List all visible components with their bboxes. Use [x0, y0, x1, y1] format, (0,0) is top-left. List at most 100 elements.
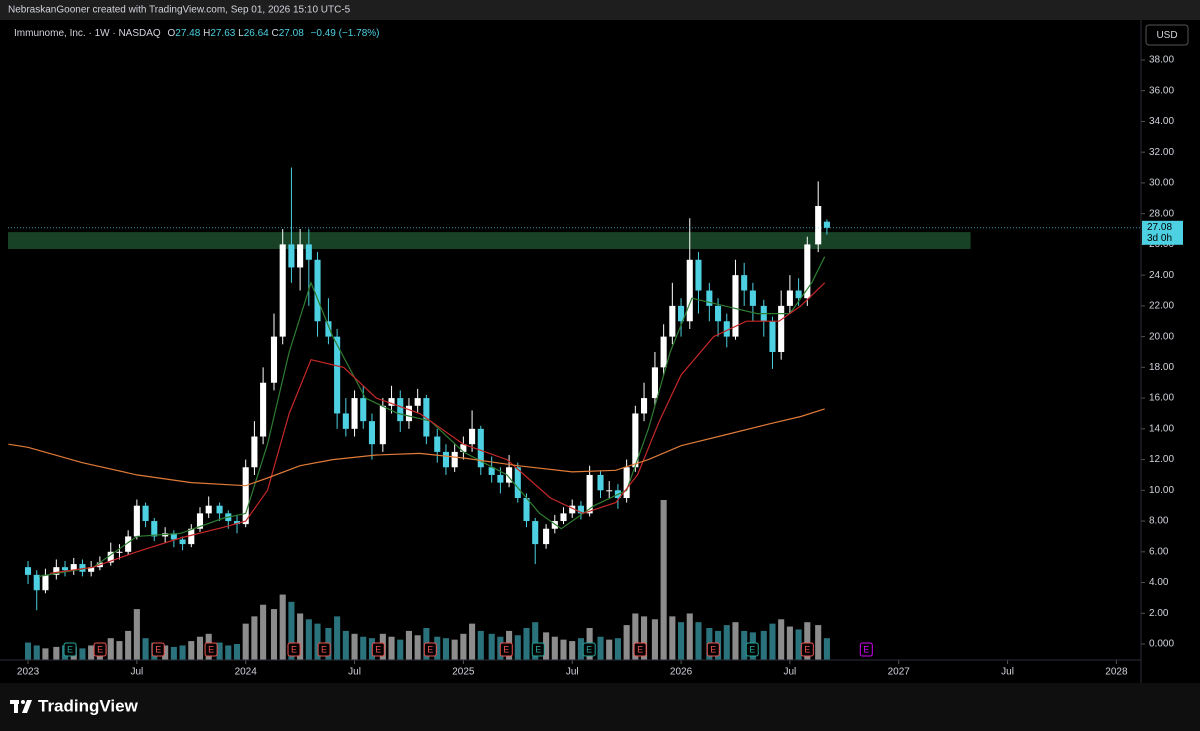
candle-body: [405, 405, 413, 422]
candle-body: [786, 290, 793, 306]
volume-bar: [216, 642, 223, 660]
candle-body: [233, 521, 241, 525]
volume-bar: [686, 613, 693, 660]
volume-bar: [53, 646, 60, 660]
volume-bar: [405, 630, 413, 660]
logo-shape: [21, 700, 25, 704]
volume-bar: [196, 636, 204, 660]
volume-bar: [107, 638, 114, 660]
candle-body: [669, 305, 676, 337]
volume-bar: [795, 629, 802, 660]
volume-bar: [786, 626, 793, 660]
candle-body: [460, 444, 467, 452]
legend-label: O: [167, 28, 175, 39]
earnings-label: E: [427, 644, 433, 654]
candle-body: [795, 290, 802, 299]
earnings-label: E: [863, 644, 869, 654]
x-tick-label: Jul: [348, 667, 361, 678]
volume-bar: [560, 639, 567, 660]
earnings-marker: [531, 642, 545, 657]
candle-body: [804, 244, 811, 299]
volume-bar: [88, 645, 95, 660]
earnings-marker: [582, 642, 596, 657]
x-tick-label: Jul: [130, 667, 143, 678]
support-zone: [8, 232, 971, 250]
volume-bar: [469, 623, 476, 660]
volume-bar: [695, 622, 702, 660]
volume-bar: [477, 630, 484, 660]
candle-body: [314, 259, 321, 322]
volume-bar: [543, 632, 550, 660]
volume-bar: [233, 644, 241, 660]
candle-body: [715, 305, 722, 322]
y-tick-label: 10.00: [1149, 485, 1174, 496]
y-tick-label: 16.00: [1149, 393, 1174, 404]
volume-bar: [623, 625, 630, 660]
y-tick-label: 8.00: [1149, 516, 1169, 527]
y-tick-label: 18.00: [1149, 362, 1174, 373]
legend-label: C: [272, 28, 279, 39]
earnings-marker: [317, 642, 331, 657]
volume-bar: [225, 645, 232, 660]
y-tick-label: 20.00: [1149, 331, 1174, 342]
legend-symbol: Immunome, Inc. · 1W · NASDAQ: [14, 28, 161, 39]
legend-label: L: [238, 28, 244, 39]
currency-button[interactable]: [1145, 24, 1189, 46]
y-tick-label: 22.00: [1149, 301, 1174, 312]
legend-value: 27.08: [279, 28, 304, 39]
volume-bar: [288, 601, 295, 660]
candle-body: [170, 533, 177, 540]
candle-body: [660, 336, 667, 368]
volume-bar: [523, 628, 530, 660]
volume-bar: [760, 630, 767, 660]
candle-body: [741, 275, 748, 291]
legend-value: 27.48: [175, 28, 200, 39]
volume-bar: [442, 638, 450, 660]
volume-bar: [251, 616, 258, 660]
footer-brand: TradingView: [38, 696, 139, 715]
volume-bar: [823, 638, 830, 660]
candle-body: [414, 398, 421, 406]
candle-body: [205, 505, 212, 514]
earnings-marker: [151, 642, 165, 657]
volume-bar: [24, 642, 32, 660]
x-tick-label: 2026: [670, 667, 693, 678]
candle-body: [769, 321, 776, 352]
candle-body: [397, 398, 404, 422]
earnings-label: E: [804, 644, 810, 654]
earnings-label: E: [97, 644, 103, 654]
candle-body: [151, 521, 158, 537]
candle-body: [188, 528, 195, 545]
candle-body: [251, 436, 258, 468]
candle-body: [79, 564, 86, 572]
legend-value: 26.64: [244, 28, 269, 39]
volume-bar: [597, 636, 604, 660]
candle-body: [686, 259, 693, 322]
candle-body: [423, 398, 430, 437]
moving-average: [38, 256, 826, 577]
earnings-label: E: [710, 644, 716, 654]
y-tick-label: 30.00: [1149, 178, 1174, 189]
legend-change: −0.49 (−1.78%): [311, 28, 380, 39]
candle-body: [623, 467, 630, 499]
x-tick-label: 2023: [17, 667, 40, 678]
candle-body: [61, 567, 69, 571]
volume-bar: [33, 645, 40, 660]
y-tick-label: 2.00: [1149, 608, 1169, 619]
volume-bar: [162, 645, 169, 660]
candle-body: [477, 428, 484, 468]
top-bar: [0, 0, 1200, 20]
candle-body: [597, 474, 604, 491]
candle-body: [551, 521, 558, 529]
volume-bar: [305, 619, 312, 660]
volume-bar: [414, 635, 421, 660]
candle-body: [469, 428, 476, 445]
y-tick-label: 12.00: [1149, 454, 1174, 465]
x-tick-label: 2025: [452, 667, 475, 678]
candle-body: [815, 205, 822, 245]
header-text: NebraskanGooner created with TradingView…: [8, 5, 351, 16]
volume-bar: [188, 641, 195, 660]
volume-bar: [551, 636, 558, 660]
footer-bar: [0, 683, 1200, 731]
candle-body: [695, 259, 702, 291]
